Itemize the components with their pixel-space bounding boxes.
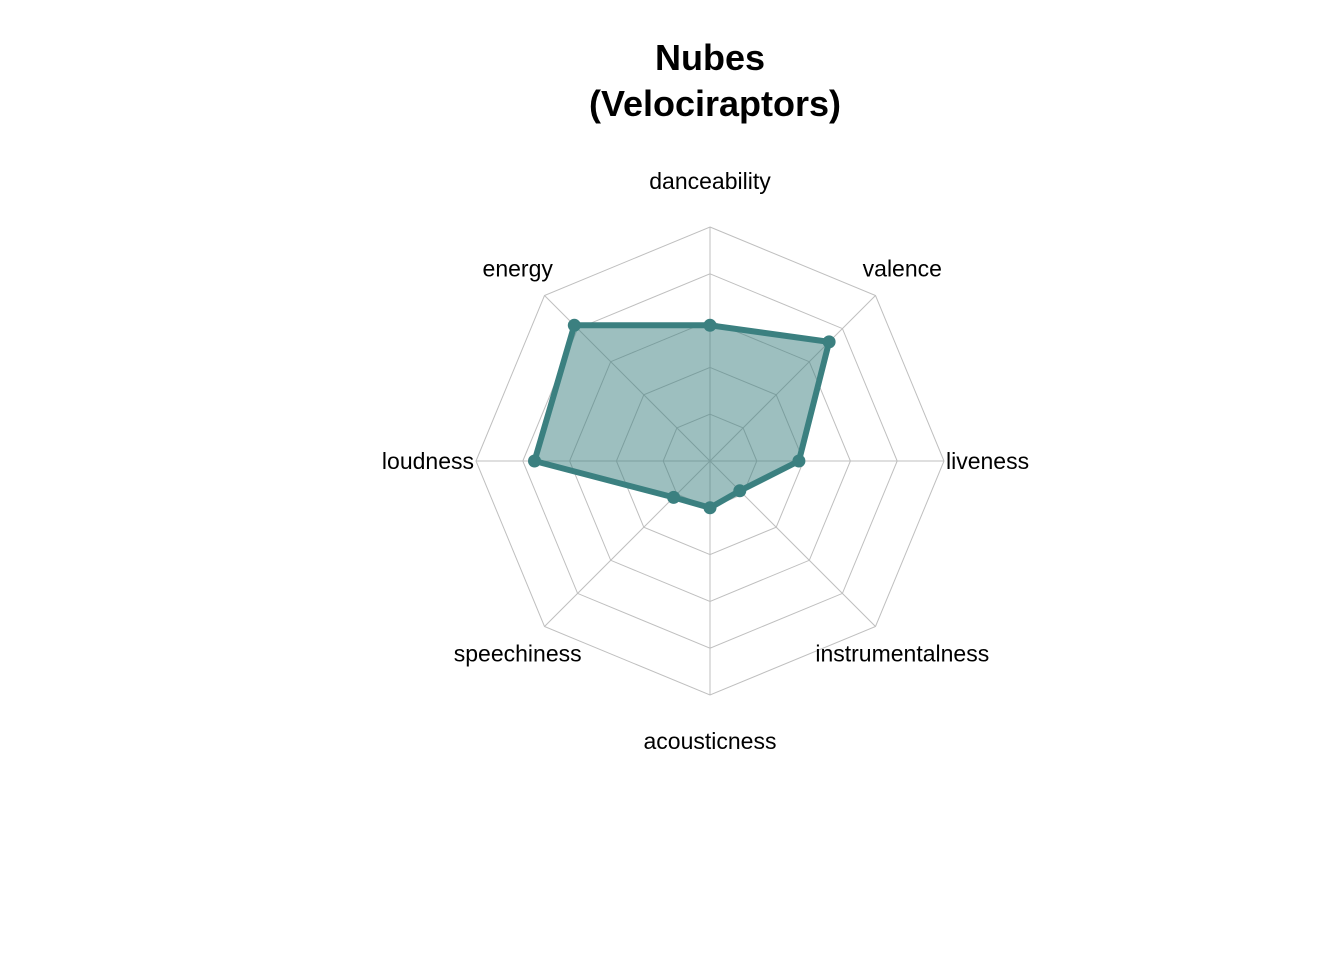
chart-title-line-1: Nubes [655, 37, 765, 78]
data-point-acousticness [703, 501, 717, 515]
axis-label-liveness: liveness [946, 448, 1029, 474]
axis-label-energy: energy [483, 256, 554, 282]
axis-label-acousticness: acousticness [644, 728, 777, 754]
chart-title-line-2: (Velociraptors) [589, 83, 841, 124]
axis-labels: danceability valence liveness instrumentaln… [382, 168, 1029, 754]
data-point-danceability [703, 318, 717, 332]
data-point-loudness [528, 454, 541, 468]
data-point-speechiness [667, 490, 681, 504]
series-area-0 [531, 322, 833, 511]
data-point-liveness [792, 454, 806, 468]
axis-label-valence: valence [863, 256, 942, 282]
chart-title: Nubes (Velociraptors) [589, 37, 841, 124]
axis-label-speechiness: speechiness [454, 640, 582, 666]
axis-label-loudness: loudness [382, 448, 474, 474]
data-point-energy [567, 318, 581, 332]
data-point-instrumentalness [733, 484, 747, 498]
axis-label-instrumentalness: instrumentalness [815, 640, 989, 666]
data-point-valence [822, 335, 836, 349]
radar-series [528, 318, 836, 515]
axis-label-danceability: danceability [649, 168, 771, 194]
